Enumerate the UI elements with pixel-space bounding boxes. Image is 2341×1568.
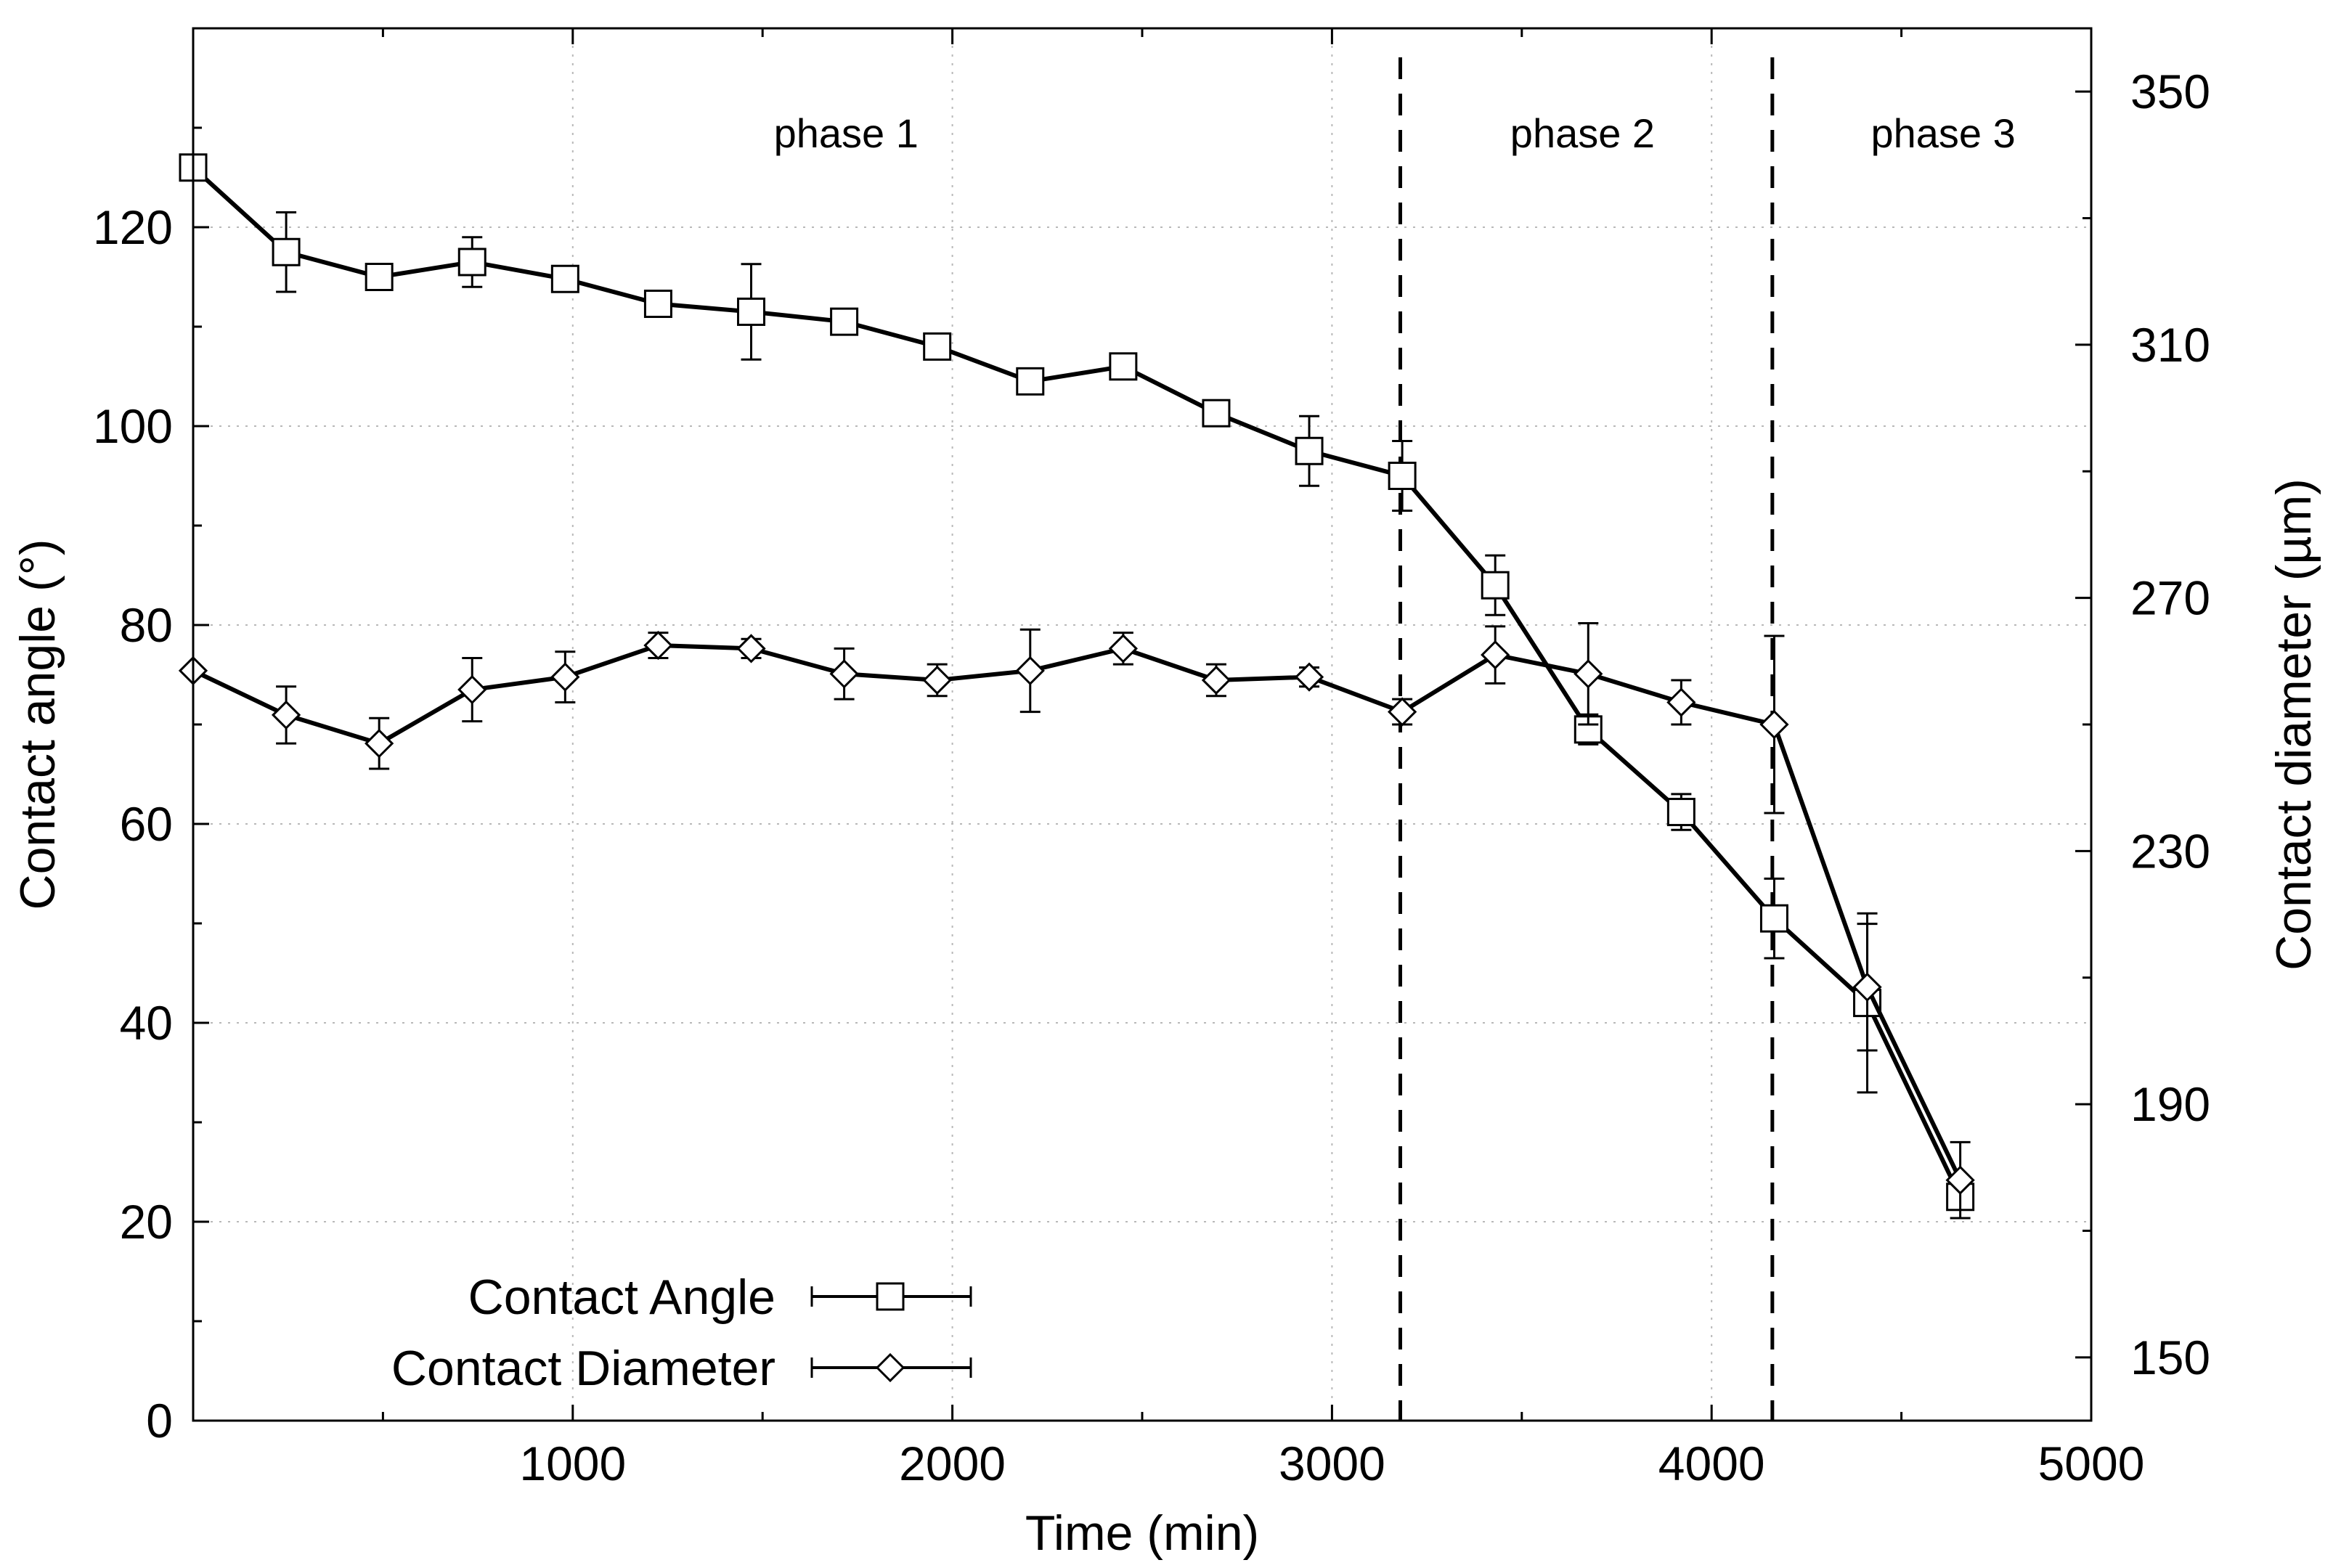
data-point xyxy=(1294,662,1324,692)
y-axis-title: Contact angle (°) xyxy=(10,539,65,910)
data-point xyxy=(550,264,579,293)
y-tick-label: 120 xyxy=(93,200,173,254)
y-tick-label: 80 xyxy=(120,598,173,652)
data-point xyxy=(736,634,766,663)
data-point xyxy=(643,289,672,318)
data-point xyxy=(829,659,859,689)
data-point xyxy=(272,237,301,266)
data-point xyxy=(830,307,859,336)
data-point xyxy=(457,674,487,705)
y2-tick-label: 350 xyxy=(2130,65,2210,118)
data-point xyxy=(737,297,766,326)
x-tick-label: 5000 xyxy=(2038,1437,2145,1490)
x-tick-label: 3000 xyxy=(1279,1437,1385,1490)
series xyxy=(178,153,1975,1220)
data-point xyxy=(1666,798,1695,827)
data-point xyxy=(271,700,301,730)
data-point xyxy=(365,263,394,291)
data-point xyxy=(1481,640,1510,670)
series-contact-diameter xyxy=(178,622,1975,1220)
x-tick-label: 1000 xyxy=(519,1437,626,1490)
data-point xyxy=(1945,1165,1975,1195)
phase-label: phase 3 xyxy=(1870,110,2015,156)
y-tick-label: 60 xyxy=(120,797,173,851)
y2-tick-label: 190 xyxy=(2130,1077,2210,1131)
y-tick-label: 40 xyxy=(120,996,173,1050)
series-line xyxy=(192,643,1963,1182)
data-point xyxy=(1852,972,1882,1002)
legend: Contact Angle Contact Diameter xyxy=(391,1270,972,1396)
phase-label: phase 1 xyxy=(774,110,919,156)
data-point xyxy=(1201,665,1231,695)
legend-label-contact-angle: Contact Angle xyxy=(468,1270,775,1325)
tick-labels: 1000 2000 3000 4000 5000 0 20 40 60 80 100 120 150 19… xyxy=(93,65,2210,1490)
legend-sample-contact-diameter xyxy=(810,1352,972,1383)
phase-boundaries xyxy=(1399,57,1775,1421)
data-point xyxy=(365,729,394,759)
y2-tick-label: 310 xyxy=(2130,318,2210,372)
y-tick-label: 0 xyxy=(146,1394,173,1447)
data-point xyxy=(1016,367,1045,396)
y-tick-label: 20 xyxy=(120,1195,173,1249)
data-point xyxy=(1573,659,1603,689)
legend-sample-contact-angle xyxy=(810,1282,972,1311)
data-point xyxy=(643,630,673,661)
data-point xyxy=(1388,462,1417,490)
y2-axis-title: Contact diameter (µm) xyxy=(2266,478,2321,971)
y2-tick-label: 150 xyxy=(2130,1331,2210,1384)
data-point xyxy=(922,665,952,695)
x-tick-label: 4000 xyxy=(1658,1437,1765,1490)
data-point xyxy=(550,662,580,692)
data-point xyxy=(1015,656,1045,686)
phase-labels: phase 1 phase 2 phase 3 xyxy=(774,110,2016,156)
data-point xyxy=(1481,571,1510,600)
legend-label-contact-diameter: Contact Diameter xyxy=(391,1341,775,1396)
series-contact-angle xyxy=(179,153,1975,1212)
phase-label: phase 2 xyxy=(1510,110,1655,156)
data-point xyxy=(1295,436,1324,465)
series-line xyxy=(191,166,1963,1199)
data-point xyxy=(1759,709,1789,740)
y2-tick-label: 270 xyxy=(2130,571,2210,625)
y-tick-label: 100 xyxy=(93,399,173,453)
data-point xyxy=(457,248,486,277)
data-point xyxy=(1759,904,1788,933)
grid xyxy=(193,28,2091,1421)
plot-frame xyxy=(192,27,2093,1422)
data-point xyxy=(1573,715,1603,744)
x-tick-label: 2000 xyxy=(899,1437,1006,1490)
data-point xyxy=(1387,697,1417,727)
data-point xyxy=(1108,634,1138,663)
data-point xyxy=(923,332,952,361)
data-point xyxy=(1202,399,1231,428)
data-point xyxy=(1109,352,1138,381)
y2-tick-label: 230 xyxy=(2130,824,2210,878)
x-axis-title: Time (min) xyxy=(1025,1506,1259,1561)
data-point xyxy=(1666,687,1696,717)
